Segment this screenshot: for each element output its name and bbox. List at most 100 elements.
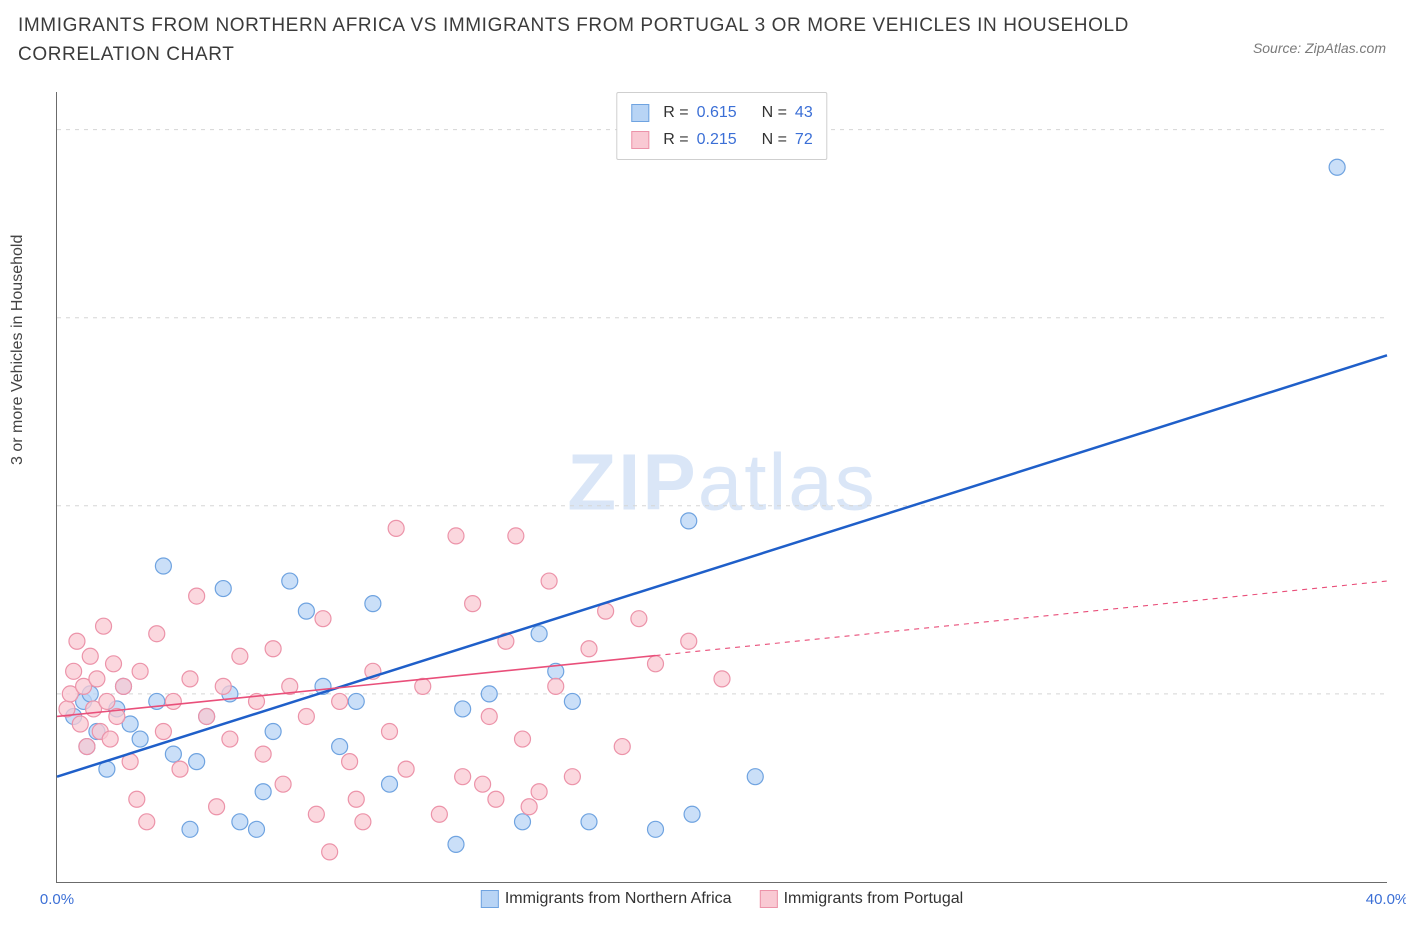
data-point <box>308 806 324 822</box>
data-point <box>322 844 338 860</box>
data-point <box>172 761 188 777</box>
data-point <box>132 731 148 747</box>
data-point <box>564 769 580 785</box>
data-point <box>541 573 557 589</box>
data-point <box>515 814 531 830</box>
data-point <box>548 678 564 694</box>
y-tick-label: 75.0% <box>1397 309 1406 326</box>
data-point <box>365 596 381 612</box>
y-tick-label: 25.0% <box>1397 685 1406 702</box>
data-point <box>714 671 730 687</box>
stats-swatch-a <box>631 104 649 122</box>
stats-R-b: 0.215 <box>697 126 737 153</box>
stats-N-label: N = <box>762 99 787 126</box>
data-point <box>415 678 431 694</box>
data-point <box>106 656 122 672</box>
legend-label-a: Immigrants from Northern Africa <box>505 890 732 907</box>
data-point <box>182 821 198 837</box>
trend-line <box>57 355 1387 776</box>
stats-N-a: 43 <box>795 99 813 126</box>
data-point <box>465 596 481 612</box>
data-point <box>215 581 231 597</box>
legend-item-b: Immigrants from Portugal <box>760 890 964 908</box>
data-point <box>265 724 281 740</box>
data-point <box>232 814 248 830</box>
data-point <box>564 693 580 709</box>
data-point <box>332 739 348 755</box>
data-point <box>165 693 181 709</box>
x-tick-label: 40.0% <box>1366 891 1406 908</box>
data-point <box>72 716 88 732</box>
data-point <box>515 731 531 747</box>
data-point <box>398 761 414 777</box>
data-point <box>69 633 85 649</box>
data-point <box>155 724 171 740</box>
data-point <box>581 641 597 657</box>
data-point <box>255 784 271 800</box>
data-point <box>448 836 464 852</box>
stats-swatch-b <box>631 131 649 149</box>
data-point <box>255 746 271 762</box>
bottom-legend: Immigrants from Northern Africa Immigran… <box>481 890 963 908</box>
data-point <box>155 558 171 574</box>
data-point <box>455 701 471 717</box>
legend-item-a: Immigrants from Northern Africa <box>481 890 732 908</box>
data-point <box>189 588 205 604</box>
data-point <box>631 611 647 627</box>
legend-swatch-b <box>760 890 778 908</box>
data-point <box>348 693 364 709</box>
data-point <box>89 671 105 687</box>
data-point <box>298 708 314 724</box>
stats-R-label-b: R = <box>663 126 688 153</box>
data-point <box>475 776 491 792</box>
data-point <box>132 663 148 679</box>
chart-container: IMMIGRANTS FROM NORTHERN AFRICA VS IMMIG… <box>0 0 1406 930</box>
y-tick-label: 100.0% <box>1397 121 1406 138</box>
data-point <box>222 731 238 747</box>
data-point <box>448 528 464 544</box>
data-point <box>116 678 132 694</box>
plot-area: ZIPatlas R = 0.615 N = 43 R = 0.215 N = … <box>56 92 1387 883</box>
data-point <box>342 754 358 770</box>
data-point <box>149 626 165 642</box>
data-point <box>481 686 497 702</box>
scatter-svg <box>57 92 1387 882</box>
data-point <box>82 648 98 664</box>
data-point <box>1329 159 1345 175</box>
data-point <box>684 806 700 822</box>
data-point <box>455 769 471 785</box>
data-point <box>232 648 248 664</box>
stats-row-a: R = 0.615 N = 43 <box>631 99 812 126</box>
data-point <box>747 769 763 785</box>
data-point <box>332 693 348 709</box>
data-point <box>508 528 524 544</box>
trend-line-extrapolated <box>656 581 1388 655</box>
data-point <box>182 671 198 687</box>
data-point <box>189 754 205 770</box>
data-point <box>382 776 398 792</box>
y-axis-label: 3 or more Vehicles in Household <box>9 235 27 465</box>
data-point <box>199 708 215 724</box>
data-point <box>139 814 155 830</box>
data-point <box>165 746 181 762</box>
data-point <box>614 739 630 755</box>
data-point <box>481 708 497 724</box>
data-point <box>298 603 314 619</box>
data-point <box>681 633 697 649</box>
data-point <box>431 806 447 822</box>
legend-swatch-a <box>481 890 499 908</box>
data-point <box>382 724 398 740</box>
data-point <box>531 626 547 642</box>
stats-R-label: R = <box>663 99 688 126</box>
data-point <box>521 799 537 815</box>
data-point <box>488 791 504 807</box>
stats-N-label-b: N = <box>762 126 787 153</box>
data-point <box>648 656 664 672</box>
legend-label-b: Immigrants from Portugal <box>784 890 964 907</box>
data-point <box>102 731 118 747</box>
data-point <box>249 821 265 837</box>
data-point <box>215 678 231 694</box>
y-tick-label: 50.0% <box>1397 497 1406 514</box>
stats-row-b: R = 0.215 N = 72 <box>631 126 812 153</box>
data-point <box>96 618 112 634</box>
